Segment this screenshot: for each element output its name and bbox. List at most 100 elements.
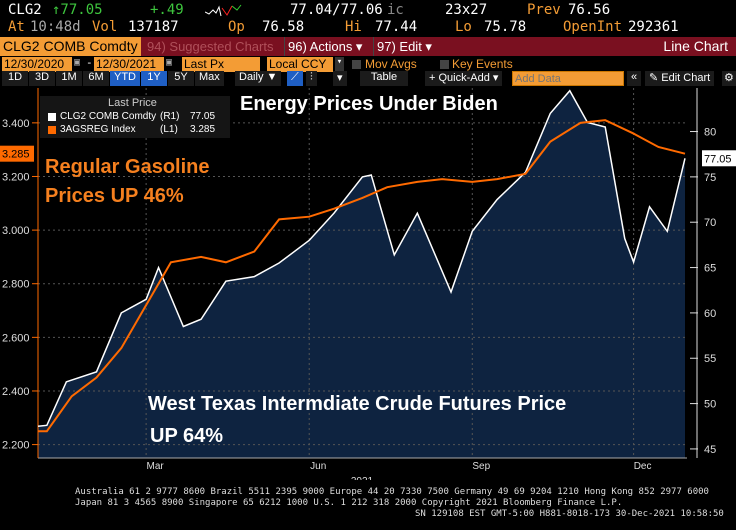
right-tick-label: 75 [704,172,716,184]
at-label: At [8,19,25,35]
legend-entry-axis: (R1) [160,111,180,122]
left-last-value-tag [0,145,34,162]
right-tick-label: 65 [704,263,716,275]
gear-icon[interactable]: ⚙ [722,71,736,86]
range-tab-3d[interactable]: 3D [29,71,55,86]
calendar-icon[interactable]: ▣ [74,57,81,68]
legend-entry-name: 3AGSREG Index [60,124,136,135]
time: 10:48d [30,19,81,35]
left-tick-label: 2.600 [2,332,30,344]
footer-contacts-1: Australia 61 2 9777 8600 Brazil 5511 239… [75,487,709,497]
high-value: 77.44 [375,19,418,35]
x-tick-label: Jun [310,461,326,472]
calendar-icon[interactable]: ▣ [166,57,173,68]
add-data-input[interactable] [512,71,624,86]
annotation-crude-pct: UP 64% [150,425,224,447]
date-separator: - [86,56,93,69]
footer-contacts-2: Japan 81 3 4565 8900 Singapore 65 6212 1… [75,498,623,508]
high-label: Hi [345,19,362,35]
low-value: 75.78 [484,19,527,35]
net-change: +.49 [150,2,184,18]
bar-chart-icon[interactable]: ⫶ [306,71,317,86]
prev-label: Prev [527,2,561,18]
right-tick-label: 50 [704,399,716,411]
vol-label: Vol [92,19,118,35]
right-tick-label: 80 [704,127,716,139]
left-tick-label: 2.800 [2,279,30,291]
last-price: ↑77.05 [52,2,103,18]
open-value: 76.58 [262,19,305,35]
range-tab-1m[interactable]: 1M [56,71,82,86]
security-field[interactable]: CLG2 COMB Comdty [0,37,141,56]
annotation-gasoline: Regular Gasoline [45,156,210,178]
series-gasoline-line [38,119,686,433]
line-chart-icon[interactable]: ⟋ [287,71,303,86]
left-tick-label: 2.200 [2,440,30,452]
collapse-icon[interactable]: « [627,71,642,86]
open-interest-label: OpenInt [563,19,623,35]
quick-add-button[interactable]: + Quick-Add ▾ [425,71,503,86]
range-tab-ytd[interactable]: YTD [110,71,140,86]
footer-session: SN 129108 EST GMT-5:00 H881-8018-173 30-… [415,509,724,519]
chevron-down-icon[interactable]: ▾ [333,71,347,86]
actions-button[interactable]: 96) Actions ▾ [284,37,362,56]
prev-value: 76.56 [568,2,611,18]
chart: 2.200 2.400 2.600 2.800 3.000 3.200 3.400 45 50 5… [0,88,736,480]
x-tick-label: Dec [634,461,652,472]
chevron-down-icon[interactable]: ▾ [335,57,344,72]
legend-swatch [48,112,56,121]
start-date-field[interactable]: 12/30/2020 [2,57,72,72]
edit-button[interactable]: 97) Edit ▾ [373,37,432,56]
crude-area [38,90,685,459]
currency-select[interactable]: Local CCY [267,57,333,72]
frequency-select[interactable]: Daily ▼ [235,71,282,86]
left-tick-label: 2.400 [2,386,30,398]
legend-entry-value: 3.285 [190,124,216,135]
range-tab-max[interactable]: Max [195,71,224,86]
right-last-value-tag [702,150,736,167]
legend-entry-axis: (L1) [160,124,178,135]
low-label: Lo [455,19,472,35]
key-events-label[interactable]: Key Events [452,57,513,71]
menu-bar [0,37,736,56]
annotation-gasoline-pct: Prices UP 46% [45,185,184,207]
table-button[interactable]: Table [360,71,408,86]
legend-entry-name: CLG2 COMB Comdty [60,111,157,122]
vol-value: 137187 [128,19,179,35]
x-tick-label: Mar [147,461,165,472]
range-tab-1d[interactable]: 1D [2,71,28,86]
mov-avgs-checkbox[interactable] [352,60,361,69]
range-tabs: 1D 3D 1M 6M YTD 1Y 5Y Max [2,71,224,86]
x-tick-label: Sep [472,461,490,472]
left-tick-label: 3.000 [2,225,30,237]
series-crude-line [37,89,686,428]
legend-entry-value: 77.05 [190,111,216,122]
ic-label: ic [387,2,404,18]
right-tick-label: 70 [704,217,716,229]
sparkline-icon [205,4,242,17]
range-tab-6m[interactable]: 6M [83,71,109,86]
key-events-checkbox[interactable] [440,60,449,69]
end-date-field[interactable]: 12/30/2021 [94,57,164,72]
right-tick-label: 60 [704,308,716,320]
x-year-label: 2021 [351,476,374,480]
edit-chart-button[interactable]: ✎ Edit Chart [645,71,715,86]
legend-header: Last Price [108,97,157,109]
mov-avgs-label[interactable]: Mov Avgs [365,57,417,71]
bid-ask: 77.04/77.06 [290,2,383,18]
ticker: CLG2 [8,2,42,18]
open-label: Op [228,19,245,35]
bid-ask-size: 23x27 [445,2,488,18]
legend: Last Price CLG2 COMB Comdty (R1) 77.05 3AG… [40,96,230,138]
suggested-charts-button[interactable]: 94) Suggested Charts [147,39,274,54]
right-last-value: 77.05 [704,153,732,165]
chart-title: Energy Prices Under Biden [240,93,498,115]
range-tab-5y[interactable]: 5Y [168,71,194,86]
chart-type-label: Line Chart [663,38,728,54]
open-interest-value: 292361 [628,19,679,35]
annotation-crude: West Texas Intermdiate Crude Futures Pri… [148,393,567,415]
left-tick-label: 3.400 [2,118,30,130]
right-tick-label: 45 [704,444,716,456]
range-tab-1y[interactable]: 1Y [141,71,167,86]
field-select[interactable]: Last Px [182,57,260,72]
